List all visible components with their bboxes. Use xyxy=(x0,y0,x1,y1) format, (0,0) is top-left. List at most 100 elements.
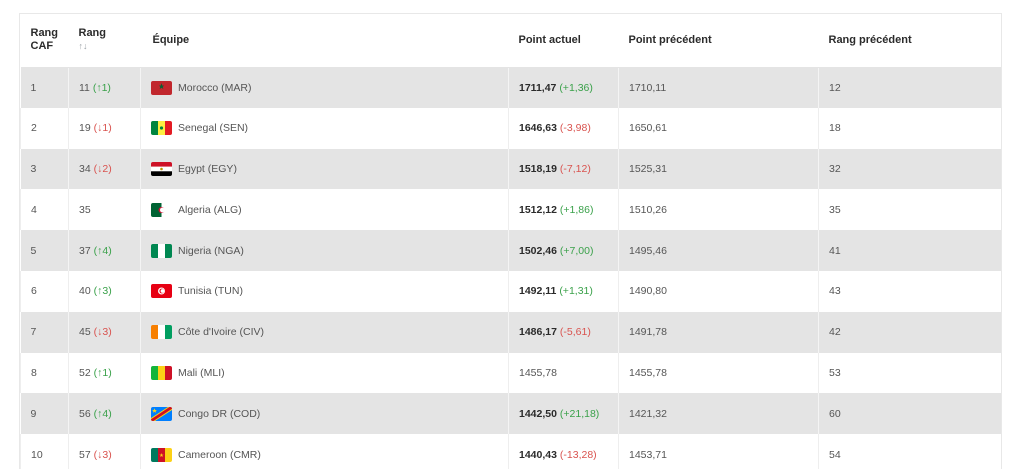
cell-rang: 34 (↓2) xyxy=(68,148,141,190)
header-point-actuel[interactable]: Point actuel xyxy=(508,14,619,68)
cell-point-actuel: 1486,17 (-5,61) xyxy=(508,311,619,353)
team-name: Egypt (EGY) xyxy=(178,162,237,175)
rank-value: 40 xyxy=(79,285,91,298)
cell-equipe: Morocco (MAR) xyxy=(140,67,509,108)
points-delta: (-13,28) xyxy=(559,448,597,461)
cell-rang-precedent: 18 xyxy=(818,107,1001,149)
header-rang[interactable]: Rang ↑↓ xyxy=(68,14,141,68)
flag-alg-icon xyxy=(151,202,172,217)
cell-rang-caf: 1 xyxy=(30,81,37,94)
cell-point-actuel: 1518,19 (-7,12) xyxy=(508,148,619,190)
cell-point-precedent: 1490,80 xyxy=(618,270,819,312)
cell-rang: 45 (↓3) xyxy=(68,311,141,353)
header-rang-caf[interactable]: Rang CAF xyxy=(20,14,69,68)
rank-value: 35 xyxy=(79,203,91,216)
cell-rang-precedent: 54 xyxy=(818,434,1001,469)
rank-change: (↑4) xyxy=(93,244,112,257)
cell-point-precedent: 1650,61 xyxy=(618,107,819,149)
header-rang-precedent[interactable]: Rang précédent xyxy=(818,14,1001,68)
rank-value: 11 xyxy=(79,81,90,94)
header-point-precedent[interactable]: Point précédent xyxy=(618,14,819,68)
cell-rang-caf: 2 xyxy=(20,107,69,149)
rank-change: (↑3) xyxy=(93,285,112,298)
team-name: Tunisia (TUN) xyxy=(178,285,243,298)
points-value: 1502,46 xyxy=(519,244,557,257)
points-value: 1455,78 xyxy=(519,366,557,379)
cell-rang-precedent: 43 xyxy=(818,270,1001,312)
cell-rang-precedent: 41 xyxy=(818,230,1001,271)
cell-rang-caf: 5 xyxy=(30,244,37,257)
points-value: 1486,17 xyxy=(519,326,557,339)
team-name: Côte d'Ivoire (CIV) xyxy=(178,326,265,339)
cell-point-actuel: 1502,46 (+7,00) xyxy=(508,230,619,271)
table-row: 1 11 (↑1) Morocco (MAR) 1711,47 (+1,36) 1710… xyxy=(20,67,1001,108)
cell-rang: 35 xyxy=(68,189,141,231)
flag-mar-icon xyxy=(151,80,172,95)
table-row: 4 35 Algeria (ALG) 1512,12 (+1,86) 1510,26 3… xyxy=(20,189,1001,231)
cell-rang: 40 (↑3) xyxy=(68,270,141,312)
points-value: 1646,63 xyxy=(519,122,557,135)
cell-point-actuel: 1440,43 (-13,28) xyxy=(508,434,619,469)
cell-point-actuel: 1442,50 (+21,18) xyxy=(508,393,619,435)
cell-equipe: Egypt (EGY) xyxy=(140,148,509,190)
cell-point-actuel: 1711,47 (+1,36) xyxy=(508,67,619,108)
cell-rang-caf: 8 xyxy=(20,352,69,394)
cell-rang-caf: 7 xyxy=(30,326,37,339)
table-row: 6 40 (↑3) Tunisia (TUN) 1492,11 (+1,31) 1490… xyxy=(20,270,1001,312)
rank-value: 45 xyxy=(79,326,91,339)
cell-point-actuel: 1492,11 (+1,31) xyxy=(508,270,619,312)
flag-mli-icon xyxy=(151,365,172,380)
table-header-row: Rang CAF Rang ↑↓ Équipe Point actuel Poi… xyxy=(20,14,1001,68)
header-equipe[interactable]: Équipe xyxy=(140,14,509,68)
team-name: Mali (MLI) xyxy=(178,366,225,379)
points-value: 1512,12 xyxy=(519,203,557,216)
table-row: 7 45 (↓3) Côte d'Ivoire (CIV) 1486,17 (-5,6… xyxy=(20,311,1001,353)
rank-change: (↑1) xyxy=(93,366,112,379)
cell-equipe: Tunisia (TUN) xyxy=(140,270,509,312)
cell-rang: 57 (↓3) xyxy=(68,434,141,469)
points-value: 1492,11 xyxy=(519,285,557,298)
flag-cod-icon xyxy=(151,406,172,421)
table-row: 5 37 (↑4) Nigeria (NGA) 1502,46 (+7,00) 1495… xyxy=(20,230,1001,271)
points-value: 1442,50 xyxy=(519,407,557,420)
rank-value: 34 xyxy=(79,162,91,175)
rank-change: (↓1) xyxy=(93,122,112,135)
team-name: Algeria (ALG) xyxy=(178,203,242,216)
cell-point-precedent: 1510,26 xyxy=(618,189,819,231)
cell-equipe: Cameroon (CMR) xyxy=(140,434,509,469)
cell-rang-caf: 9 xyxy=(30,407,37,420)
cell-point-precedent: 1455,78 xyxy=(618,352,819,394)
cell-point-actuel: 1455,78 xyxy=(508,352,619,394)
points-delta: (+1,36) xyxy=(559,81,593,94)
points-delta: (+21,18) xyxy=(559,407,600,420)
cell-point-precedent: 1525,31 xyxy=(618,148,819,190)
flag-tun-icon xyxy=(151,284,172,299)
rank-value: 52 xyxy=(79,366,91,379)
cell-equipe: Mali (MLI) xyxy=(140,352,509,394)
caf-ranking-table: Rang CAF Rang ↑↓ Équipe Point actuel Poi… xyxy=(20,14,1001,469)
cell-rang-precedent: 12 xyxy=(818,67,1001,108)
points-value: 1711,47 xyxy=(519,81,557,94)
cell-rang-caf: 3 xyxy=(30,162,37,175)
cell-rang-caf: 4 xyxy=(20,189,69,231)
cell-equipe: Algeria (ALG) xyxy=(140,189,509,231)
table-row: 10 57 (↓3) Cameroon (CMR) 1440,43 (-13,28) 1… xyxy=(20,434,1001,469)
rank-change: (↑1) xyxy=(92,81,111,94)
cell-rang-precedent: 32 xyxy=(818,148,1001,190)
points-delta: (-7,12) xyxy=(559,162,591,175)
table-row: 8 52 (↑1) Mali (MLI) 1455,78 1455,78 53 xyxy=(20,352,1001,394)
cell-point-actuel: 1646,63 (-3,98) xyxy=(508,107,619,149)
cell-rang: 52 (↑1) xyxy=(68,352,141,394)
sort-icon[interactable]: ↑↓ xyxy=(78,41,88,52)
cell-rang-precedent: 35 xyxy=(818,189,1001,231)
points-value: 1440,43 xyxy=(519,448,557,461)
rank-change: (↑4) xyxy=(93,407,112,420)
cell-rang-precedent: 60 xyxy=(818,393,1001,435)
team-name: Senegal (SEN) xyxy=(178,122,249,135)
rank-value: 57 xyxy=(79,448,91,461)
cell-equipe: Nigeria (NGA) xyxy=(140,230,509,271)
flag-nga-icon xyxy=(151,243,172,258)
rank-value: 19 xyxy=(79,122,91,135)
cell-point-precedent: 1710,11 xyxy=(618,67,819,108)
flag-civ-icon xyxy=(151,325,172,340)
